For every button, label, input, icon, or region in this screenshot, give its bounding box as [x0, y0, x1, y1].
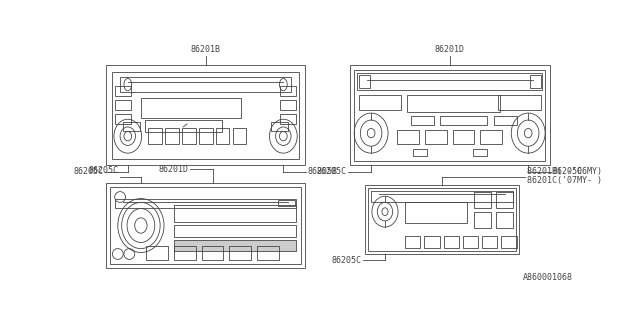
- Text: 86201B: 86201B: [191, 45, 221, 54]
- Text: 86205C: 86205C: [73, 167, 103, 176]
- Bar: [452, 130, 474, 144]
- Bar: [354, 70, 545, 161]
- Bar: [232, 129, 246, 144]
- Bar: [182, 129, 196, 144]
- Text: 86201D: 86201D: [159, 165, 189, 174]
- Text: A860001068: A860001068: [523, 273, 573, 282]
- Bar: [216, 129, 230, 144]
- Bar: [198, 129, 212, 144]
- Bar: [257, 246, 279, 260]
- Bar: [230, 246, 251, 260]
- Bar: [368, 188, 516, 251]
- Bar: [123, 122, 140, 131]
- Bar: [444, 236, 459, 248]
- Bar: [474, 192, 492, 208]
- Bar: [494, 116, 517, 125]
- Bar: [106, 183, 305, 268]
- Bar: [106, 65, 305, 165]
- Bar: [349, 65, 550, 165]
- Bar: [496, 192, 513, 208]
- Bar: [411, 116, 435, 125]
- Bar: [174, 225, 296, 237]
- Bar: [463, 236, 478, 248]
- Bar: [280, 114, 296, 124]
- Text: 86205C: 86205C: [332, 256, 362, 265]
- Bar: [115, 198, 296, 208]
- Bar: [359, 95, 401, 110]
- Bar: [405, 236, 420, 248]
- Text: 86205C: 86205C: [317, 167, 346, 176]
- Bar: [407, 95, 500, 112]
- Bar: [115, 100, 131, 110]
- Bar: [501, 236, 516, 248]
- Bar: [174, 240, 296, 251]
- Bar: [425, 130, 447, 144]
- Bar: [365, 185, 519, 254]
- Bar: [413, 148, 427, 156]
- Bar: [280, 100, 296, 110]
- Bar: [280, 86, 296, 96]
- Bar: [424, 236, 440, 248]
- Bar: [141, 99, 241, 118]
- Text: 86205B: 86205B: [308, 167, 338, 176]
- Bar: [481, 130, 502, 144]
- Bar: [164, 129, 179, 144]
- Bar: [145, 120, 221, 132]
- Bar: [174, 246, 196, 260]
- Bar: [115, 86, 131, 96]
- Bar: [174, 205, 296, 222]
- Bar: [148, 129, 162, 144]
- Bar: [147, 246, 168, 260]
- Bar: [496, 212, 513, 228]
- Bar: [113, 71, 299, 159]
- Bar: [120, 77, 291, 92]
- Bar: [359, 75, 369, 88]
- Bar: [271, 122, 288, 131]
- Bar: [482, 236, 497, 248]
- Bar: [110, 187, 301, 264]
- Bar: [498, 95, 541, 110]
- Text: 86201B( -'06MY): 86201B( -'06MY): [527, 167, 602, 176]
- Bar: [397, 130, 419, 144]
- Text: 86201C('07MY- ): 86201C('07MY- ): [527, 176, 602, 185]
- Text: 86205C: 86205C: [88, 166, 118, 175]
- Bar: [405, 202, 467, 223]
- Text: 86205C: 86205C: [553, 167, 583, 176]
- Bar: [115, 114, 131, 124]
- Bar: [371, 191, 513, 202]
- Bar: [440, 116, 486, 125]
- Bar: [357, 73, 542, 90]
- Bar: [473, 148, 486, 156]
- Bar: [278, 200, 295, 206]
- Bar: [474, 212, 492, 228]
- Bar: [202, 246, 223, 260]
- Bar: [530, 75, 541, 88]
- Text: 86201D: 86201D: [435, 45, 465, 54]
